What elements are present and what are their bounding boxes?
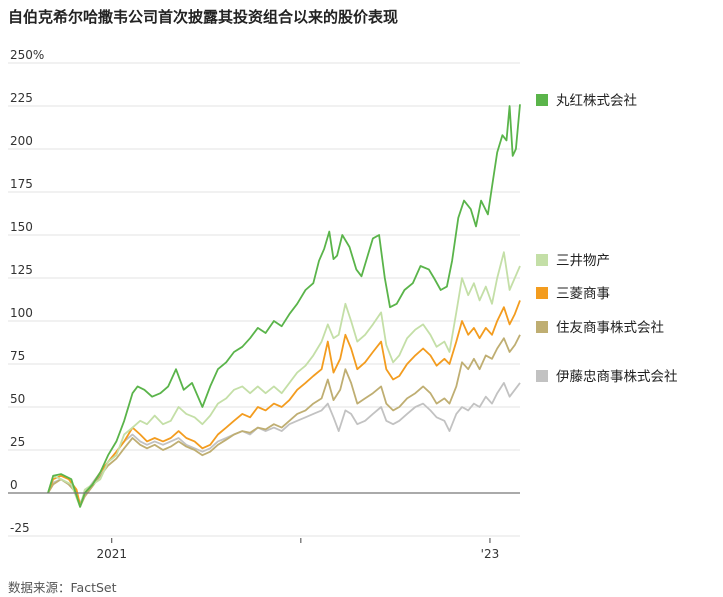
- legend-swatch: [536, 370, 548, 382]
- y-tick-label: 125: [10, 263, 33, 277]
- x-axis-ticks: 2021 '23: [96, 538, 499, 561]
- legend-label: 丸红株式会社: [556, 93, 637, 109]
- legend-label: 三菱商事: [556, 286, 610, 302]
- legend-swatch: [536, 287, 548, 299]
- y-tick-label: 225: [10, 91, 33, 105]
- series-line: [47, 104, 521, 508]
- y-tick-label: 250%: [10, 48, 44, 62]
- legend-swatch: [536, 94, 548, 106]
- y-axis-ticks: -25 0 25 50 75 100 125 150 175 200 225 250%: [10, 48, 44, 535]
- legend-label: 三井物产: [556, 253, 610, 269]
- y-tick-label: 0: [10, 478, 18, 492]
- legend-label: 住友商事株式会社: [556, 320, 664, 336]
- chart-title: 自伯克希尔哈撒韦公司首次披露其投资组合以来的股价表现: [8, 8, 399, 26]
- legend-swatch: [536, 321, 548, 333]
- x-tick-label: '23: [481, 547, 500, 561]
- gridlines: [8, 62, 520, 537]
- series-line: [47, 334, 521, 508]
- legend-swatch: [536, 254, 548, 266]
- series-line: [47, 251, 521, 508]
- y-tick-label: 25: [10, 435, 25, 449]
- y-tick-label: 50: [10, 392, 25, 406]
- y-tick-label: 200: [10, 134, 33, 148]
- source-note: 数据来源：FactSet: [8, 580, 117, 595]
- series-line: [47, 300, 521, 506]
- y-tick-label: 175: [10, 177, 33, 191]
- y-tick-label: 100: [10, 306, 33, 320]
- series-line: [47, 382, 521, 505]
- legend-label: 伊藤忠商事株式会社: [556, 369, 678, 385]
- series-lines: [8, 104, 521, 508]
- y-tick-label: 75: [10, 349, 25, 363]
- y-tick-label: 150: [10, 220, 33, 234]
- x-tick-label: 2021: [96, 547, 127, 561]
- y-tick-label: -25: [10, 521, 30, 535]
